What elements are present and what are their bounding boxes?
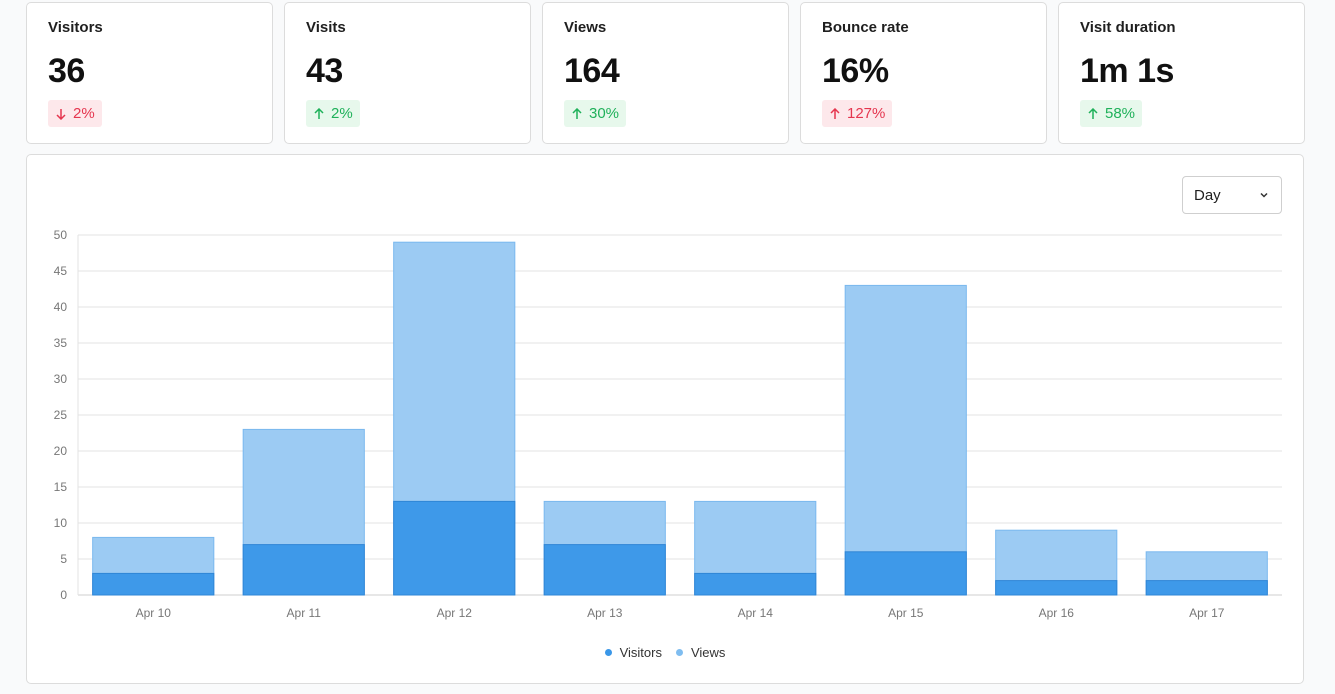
legend-label: Views bbox=[690, 645, 726, 660]
x-tick-label: Apr 13 bbox=[587, 606, 623, 620]
period-select[interactable]: Day bbox=[1182, 176, 1282, 214]
chart-legend: Visitors Views bbox=[27, 645, 1303, 660]
metric-change-value: 30% bbox=[589, 105, 620, 122]
y-tick-label: 30 bbox=[54, 372, 68, 386]
bar-visitors bbox=[242, 544, 365, 596]
metric-label: Views bbox=[564, 19, 607, 36]
bar-visitors bbox=[92, 572, 215, 596]
y-tick-label: 50 bbox=[54, 228, 68, 242]
bar-visitors bbox=[543, 544, 666, 596]
chart-card: Day 0 5 10 15 20 25 30 35 40 45 50 Apr 10 Apr 11 Apr … bbox=[26, 154, 1304, 684]
metrics-row: Visitors 36 2% Visits 43 2% Views 164 30… bbox=[26, 2, 1305, 144]
metric-change-badge: 58% bbox=[1080, 100, 1143, 127]
metric-change-value: 2% bbox=[73, 105, 95, 122]
metric-change-badge: 2% bbox=[306, 100, 360, 127]
x-tick-label: Apr 16 bbox=[1039, 606, 1075, 620]
metric-value: 164 bbox=[564, 52, 620, 90]
metric-change-value: 2% bbox=[331, 105, 353, 122]
arrow-up-icon bbox=[572, 107, 582, 119]
y-tick-label: 25 bbox=[54, 408, 68, 422]
metric-card-visitors[interactable]: Visitors 36 2% bbox=[26, 2, 273, 144]
arrow-down-icon bbox=[56, 108, 66, 120]
arrow-up-icon bbox=[314, 107, 324, 119]
y-tick-label: 35 bbox=[54, 336, 68, 350]
legend-item-views[interactable]: Views bbox=[675, 645, 726, 660]
bar-visitors bbox=[995, 580, 1118, 596]
y-tick-label: 0 bbox=[60, 588, 67, 602]
x-tick-label: Apr 12 bbox=[437, 606, 473, 620]
chevron-down-icon bbox=[1260, 192, 1268, 198]
x-tick-label: Apr 15 bbox=[888, 606, 924, 620]
y-tick-label: 15 bbox=[54, 480, 68, 494]
metric-card-bounce-rate[interactable]: Bounce rate 16% 127% bbox=[800, 2, 1047, 144]
arrow-up-icon bbox=[830, 107, 840, 119]
metric-card-visit-duration[interactable]: Visit duration 1m 1s 58% bbox=[1058, 2, 1305, 144]
metric-label: Visit duration bbox=[1080, 19, 1176, 36]
y-tick-label: 10 bbox=[54, 516, 68, 530]
period-select-value: Day bbox=[1194, 186, 1221, 204]
metric-label: Visitors bbox=[48, 19, 103, 36]
bar-chart: 0 5 10 15 20 25 30 35 40 45 50 Apr 10 Apr 11 Apr 12 Ap… bbox=[54, 228, 1282, 620]
metric-change-value: 58% bbox=[1105, 105, 1136, 122]
metric-label: Visits bbox=[306, 19, 346, 36]
x-tick-label: Apr 11 bbox=[287, 606, 322, 620]
metric-change-badge: 2% bbox=[48, 100, 102, 127]
legend-dot-views bbox=[675, 649, 683, 656]
bar-visitors bbox=[393, 500, 516, 596]
bar-visitors bbox=[844, 551, 967, 596]
metric-value: 43 bbox=[306, 52, 343, 90]
y-tick-label: 40 bbox=[54, 300, 68, 314]
legend-item-visitors[interactable]: Visitors bbox=[604, 645, 662, 660]
metric-label: Bounce rate bbox=[822, 19, 909, 36]
bar-visitors bbox=[1145, 580, 1268, 596]
y-tick-label: 20 bbox=[54, 444, 68, 458]
metric-value: 16% bbox=[822, 52, 889, 90]
legend-dot-visitors bbox=[604, 649, 612, 656]
y-tick-label: 5 bbox=[60, 552, 67, 566]
metric-card-visits[interactable]: Visits 43 2% bbox=[284, 2, 531, 144]
metric-change-badge: 127% bbox=[822, 100, 893, 127]
metric-value: 1m 1s bbox=[1080, 52, 1174, 90]
metric-change-value: 127% bbox=[847, 105, 886, 122]
bar-views bbox=[844, 284, 967, 596]
metric-card-views[interactable]: Views 164 30% bbox=[542, 2, 789, 144]
x-tick-label: Apr 14 bbox=[738, 606, 774, 620]
arrow-up-icon bbox=[1088, 107, 1098, 119]
x-tick-label: Apr 17 bbox=[1189, 606, 1225, 620]
metric-value: 36 bbox=[48, 52, 85, 90]
bar-visitors bbox=[694, 572, 817, 596]
metric-change-badge: 30% bbox=[564, 100, 627, 127]
legend-label: Visitors bbox=[619, 645, 662, 660]
x-tick-label: Apr 10 bbox=[136, 606, 172, 620]
y-tick-label: 45 bbox=[54, 264, 68, 278]
